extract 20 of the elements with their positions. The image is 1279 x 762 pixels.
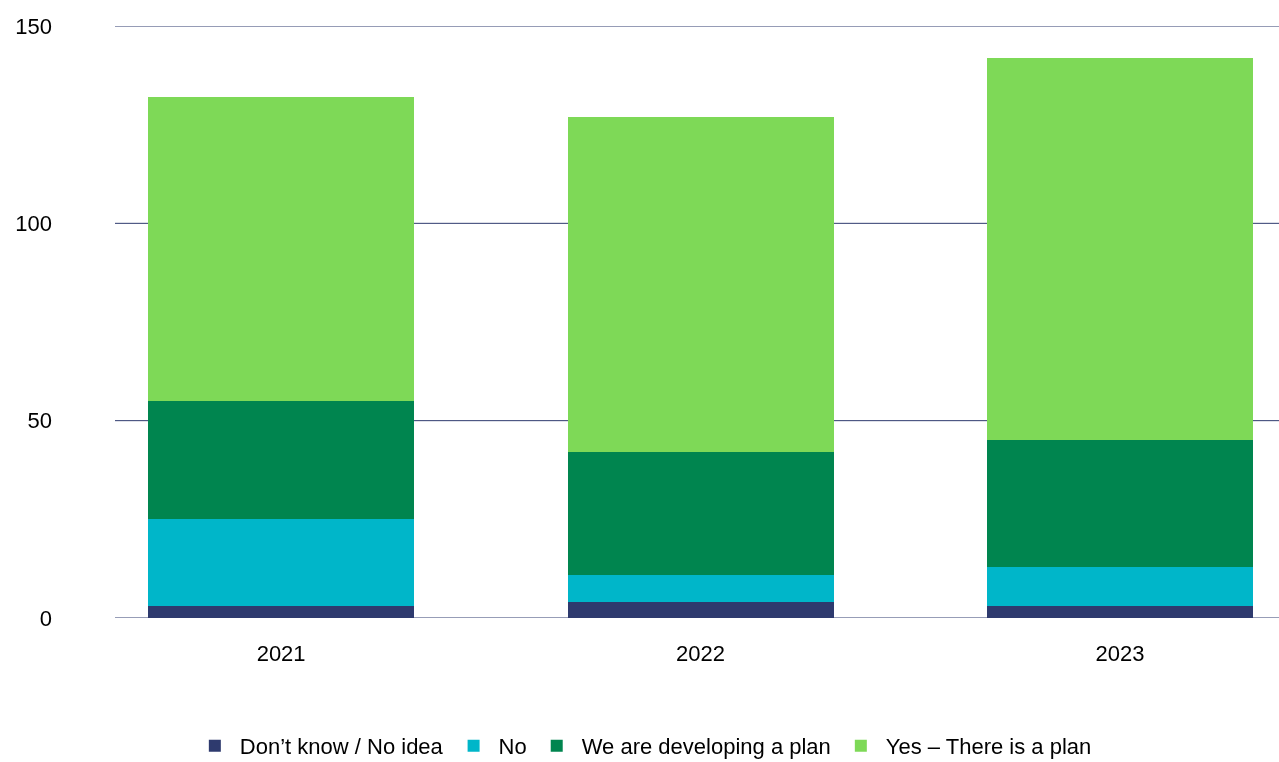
x-tick-label: 2023 [1095, 641, 1145, 666]
bar [567, 452, 834, 575]
bar [148, 97, 415, 401]
bar [148, 400, 415, 520]
bar [148, 519, 415, 607]
y-tick-label: 100 [15, 211, 52, 237]
bar [987, 57, 1253, 441]
legend-label: No [498, 734, 527, 760]
bar [987, 440, 1253, 567]
y-tick-label: 150 [15, 13, 52, 39]
bar [567, 116, 834, 453]
bar [987, 566, 1253, 607]
y-tick-label: 0 [39, 605, 52, 631]
bar [567, 574, 834, 603]
x-tick-label: 2022 [676, 641, 726, 666]
legend-label: Don’t know / No idea [239, 734, 444, 760]
legend-label: We are developing a plan [581, 734, 831, 760]
x-tick-label: 2021 [256, 641, 306, 666]
y-tick-label: 50 [27, 408, 52, 434]
legend-label: Yes – There is a plan [885, 734, 1092, 760]
